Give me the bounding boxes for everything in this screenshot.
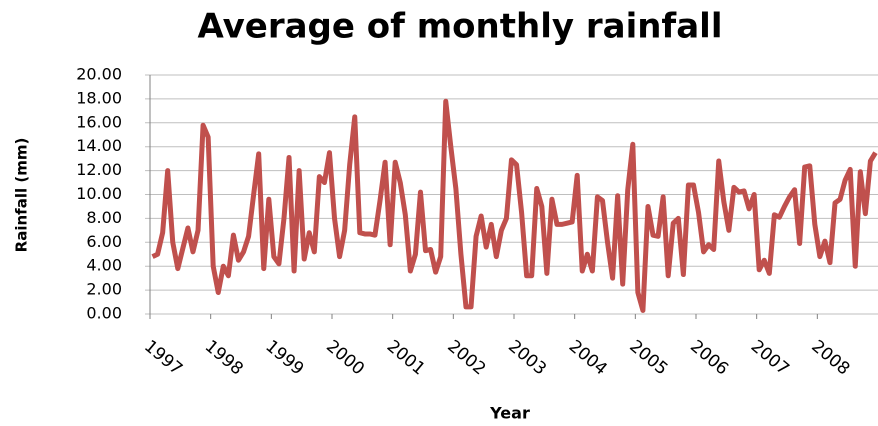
x-axis-label: Year [489,404,530,423]
y-tick-label: 10.00 [76,184,122,203]
y-tick-label: 12.00 [76,160,122,179]
y-tick-label: 2.00 [86,280,122,299]
x-tick-label: 2006 [686,336,732,379]
y-tick-label: 8.00 [86,208,122,227]
y-tick-label: 14.00 [76,136,122,155]
x-tick-label: 2000 [322,336,368,379]
x-tick-label: 1998 [201,336,247,379]
x-tick-label: 2002 [443,336,489,379]
y-tick-label: 6.00 [86,232,122,251]
y-axis-label: Rainfall (mm) [13,138,31,253]
x-tick-label: 2003 [504,336,550,379]
y-tick-label: 0.00 [86,304,122,323]
y-tick-label: 4.00 [86,256,122,275]
x-tick-label: 2001 [383,336,429,379]
x-tick-label: 1999 [261,336,307,379]
y-tick-label: 18.00 [76,88,122,107]
x-tick-label: 2008 [807,336,853,379]
x-tick-label: 2007 [747,336,793,379]
chart-title: Average of monthly rainfall [198,7,723,47]
x-tick-label: 2005 [625,336,671,379]
x-tick-label: 1997 [140,336,186,379]
data-line [151,98,878,313]
x-tick-label: 2004 [565,336,611,379]
y-tick-label: 16.00 [76,112,122,131]
y-tick-label: 20.00 [76,65,122,84]
